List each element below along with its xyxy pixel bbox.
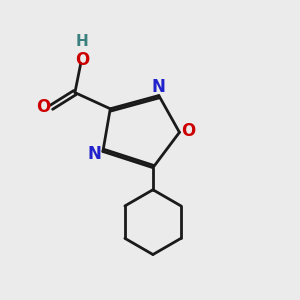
Text: N: N — [152, 78, 166, 96]
Text: O: O — [36, 98, 50, 116]
Text: N: N — [87, 146, 101, 164]
Text: H: H — [75, 34, 88, 49]
Text: O: O — [75, 51, 89, 69]
Text: O: O — [181, 122, 195, 140]
